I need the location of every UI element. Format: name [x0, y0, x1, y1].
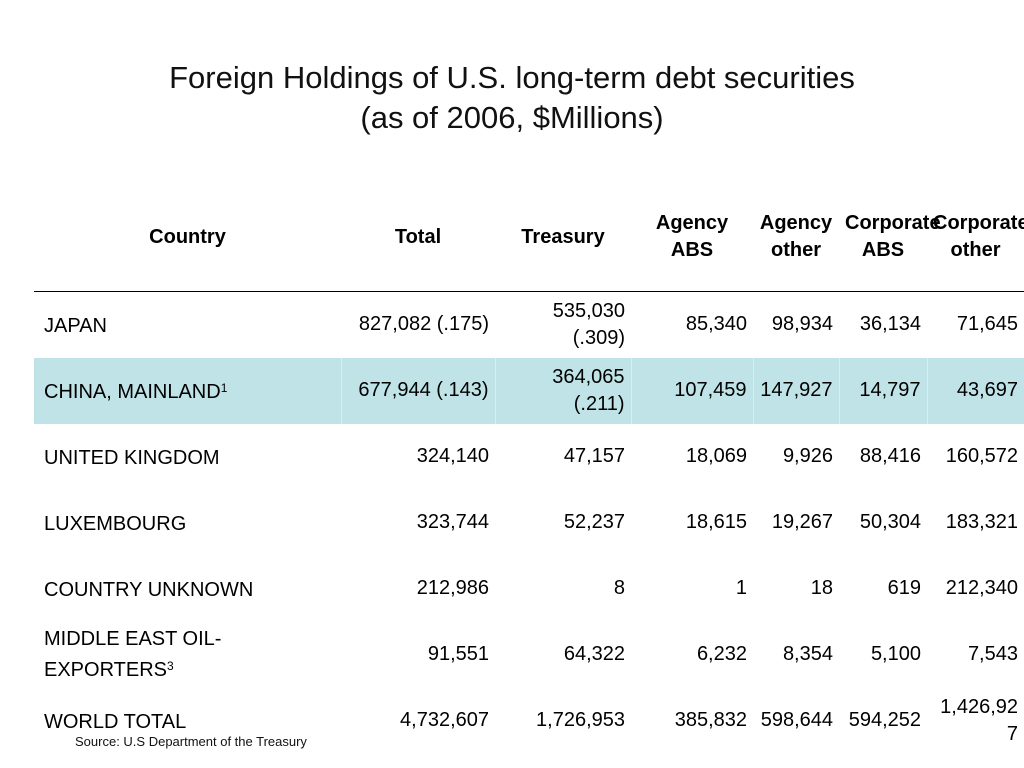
table-row-total: WORLD TOTAL 4,732,607 1,726,953 385,832 … [34, 688, 1024, 754]
treasury-cell: 535,030 (.309) [552, 299, 625, 349]
corporate-other-cell: 212,340 [945, 577, 1018, 599]
corporate-other-cell: 7,543 [967, 643, 1018, 665]
corporate-other-cell: 43,697 [927, 357, 1024, 424]
agency-abs-cell: 18,615 [685, 511, 747, 533]
table-row: LUXEMBOURG 323,744 52,237 18,615 19,267 … [34, 490, 1024, 556]
country-cell: MIDDLE EAST OIL-EXPORTERS3 [44, 627, 222, 681]
agency-other-cell: 8,354 [782, 643, 833, 665]
corporate-abs-cell: 619 [887, 577, 921, 599]
corporate-abs-cell: 88,416 [859, 445, 921, 467]
title-line-2: (as of 2006, $Millions) [360, 100, 664, 135]
total-cell: 827,082 (.175) [358, 313, 489, 336]
header-agency-other: Agency other [753, 183, 839, 292]
treasury-cell: 364,065 (.211) [495, 357, 632, 424]
holdings-table: Country Total Treasury Agency ABS Agency… [34, 183, 1024, 754]
agency-abs-cell: 1 [735, 577, 747, 599]
agency-abs-cell: 85,340 [685, 313, 747, 336]
country-cell: JAPAN [44, 315, 107, 338]
total-cell: 323,744 [416, 511, 489, 533]
agency-other-cell: 19,267 [771, 511, 833, 533]
header-corporate-other: Corporate other [927, 183, 1024, 292]
agency-other-cell: 598,644 [760, 709, 833, 731]
corporate-abs-cell: 5,100 [870, 643, 921, 665]
treasury-cell: 8 [613, 577, 625, 599]
corporate-abs-cell: 50,304 [859, 511, 921, 533]
treasury-cell: 64,322 [563, 643, 625, 665]
corporate-abs-cell: 594,252 [848, 709, 921, 731]
table-row: MIDDLE EAST OIL-EXPORTERS3 91,551 64,322… [34, 622, 1024, 688]
corporate-other-cell: 183,321 [945, 511, 1018, 533]
title-line-1: Foreign Holdings of U.S. long-term debt … [169, 60, 855, 95]
corporate-other-cell: 160,572 [945, 445, 1018, 467]
header-agency-abs: Agency ABS [631, 183, 753, 292]
table-row-highlighted: CHINA, MAINLAND1 677,944 (.143) 364,065 … [34, 357, 1024, 424]
total-cell: 212,986 [416, 577, 489, 599]
corporate-abs-cell: 36,134 [859, 313, 921, 336]
header-row: Country Total Treasury Agency ABS Agency… [34, 183, 1024, 292]
country-cell: LUXEMBOURG [44, 513, 187, 535]
treasury-cell: 1,726,953 [536, 709, 625, 731]
agency-abs-cell: 107,459 [631, 357, 754, 424]
country-cell: WORLD TOTAL [44, 711, 187, 733]
total-cell: 4,732,607 [400, 709, 489, 731]
agency-abs-cell: 18,069 [685, 445, 747, 467]
treasury-cell: 47,157 [563, 445, 625, 467]
corporate-other-cell: 1,426,927 [940, 695, 1018, 745]
header-treasury: Treasury [495, 183, 631, 292]
table-row: COUNTRY UNKNOWN 212,986 8 1 18 619 212,3… [34, 556, 1024, 622]
total-cell: 324,140 [416, 445, 489, 467]
agency-other-cell: 147,927 [753, 357, 840, 424]
table-row: UNITED KINGDOM 324,140 47,157 18,069 9,9… [34, 424, 1024, 490]
corporate-abs-cell: 14,797 [839, 357, 928, 424]
table-row: JAPAN 827,082 (.175) 535,030 (.309) 85,3… [34, 292, 1024, 358]
agency-other-cell: 18 [810, 577, 833, 599]
agency-other-cell: 98,934 [771, 313, 833, 336]
country-cell: UNITED KINGDOM [44, 447, 220, 469]
country-cell: CHINA, MAINLAND1 [34, 357, 342, 424]
total-cell: 677,944 (.143) [341, 357, 496, 424]
total-cell: 91,551 [427, 643, 489, 665]
country-cell: COUNTRY UNKNOWN [44, 579, 254, 601]
agency-other-cell: 9,926 [782, 445, 833, 467]
treasury-cell: 52,237 [563, 511, 625, 533]
header-country: Country [34, 183, 341, 292]
header-total: Total [341, 183, 495, 292]
agency-abs-cell: 6,232 [696, 643, 747, 665]
corporate-other-cell: 71,645 [956, 313, 1018, 336]
page-title: Foreign Holdings of U.S. long-term debt … [0, 58, 1024, 138]
agency-abs-cell: 385,832 [674, 709, 747, 731]
header-corporate-abs: Corporate ABS [839, 183, 941, 292]
source-note: Source: U.S Department of the Treasury [75, 734, 307, 749]
